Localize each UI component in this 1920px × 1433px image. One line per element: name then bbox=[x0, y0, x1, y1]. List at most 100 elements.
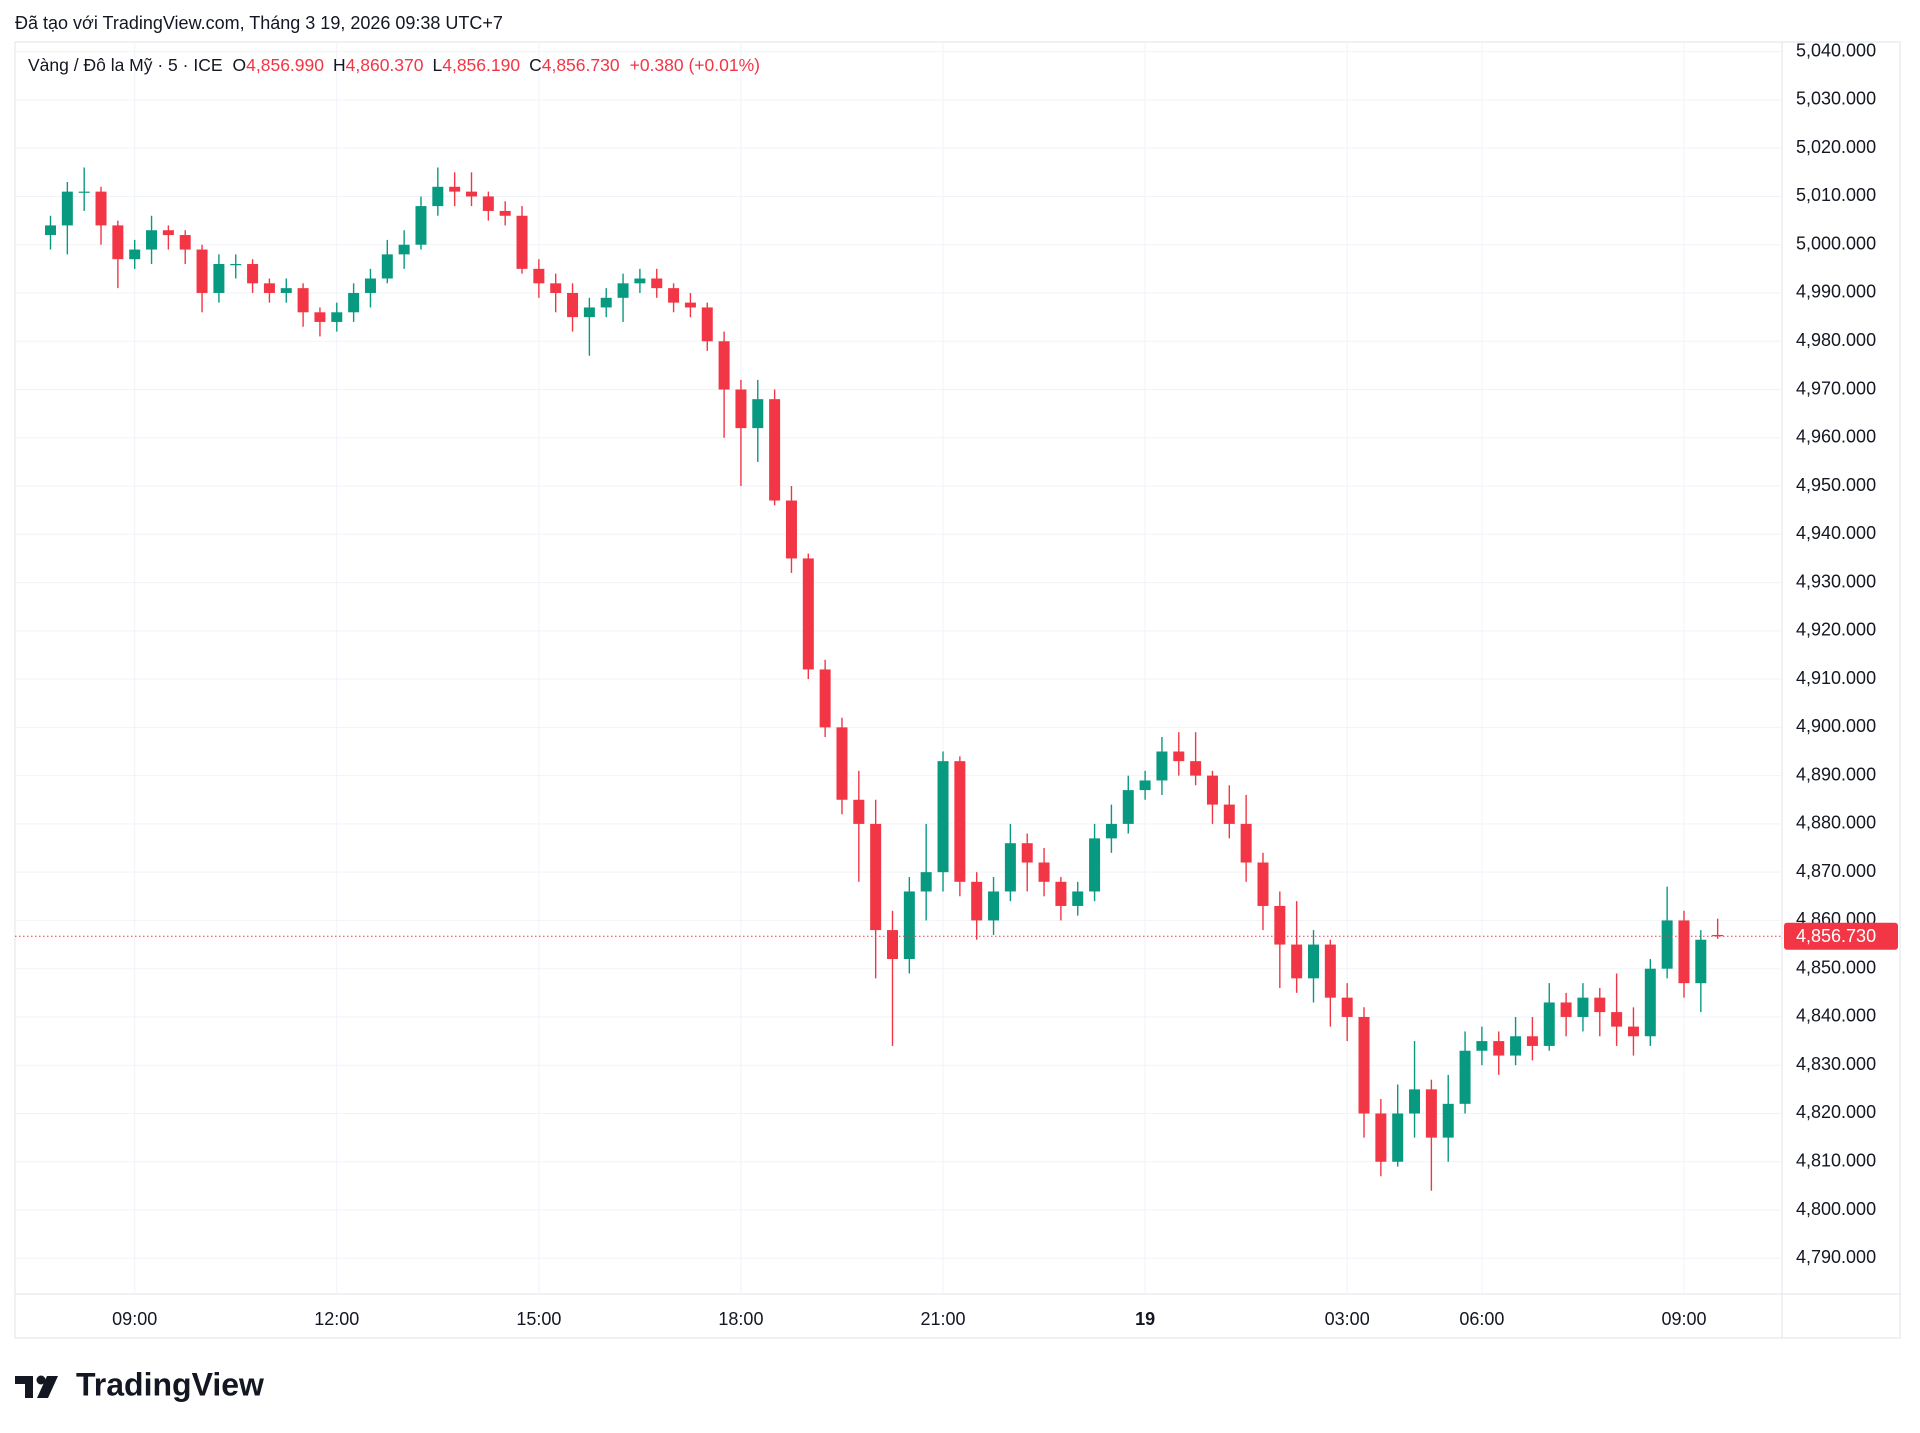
candle-body bbox=[162, 230, 174, 236]
legend: Vàng / Đô la Mỹ · 5 · ICE O4,856.990 H4,86… bbox=[28, 55, 760, 75]
candle-body bbox=[802, 558, 814, 670]
candle-body bbox=[617, 283, 629, 298]
candle-body bbox=[1476, 1041, 1488, 1051]
y-tick-label: 4,890.000 bbox=[1796, 764, 1876, 784]
candle-body bbox=[1560, 1002, 1572, 1017]
candle-body bbox=[432, 186, 444, 207]
last-price-box bbox=[1784, 922, 1898, 950]
candles bbox=[15, 167, 1782, 1191]
candle-body bbox=[988, 891, 1000, 921]
y-tick-label: 4,920.000 bbox=[1796, 620, 1876, 640]
y-tick-label: 5,010.000 bbox=[1796, 185, 1876, 205]
candle-body bbox=[1324, 944, 1336, 998]
candle-body bbox=[1308, 944, 1319, 979]
candle-body bbox=[1510, 1036, 1522, 1056]
candle-body bbox=[735, 389, 747, 429]
y-tick-label: 4,840.000 bbox=[1796, 1006, 1876, 1026]
y-tick-label: 4,930.000 bbox=[1796, 571, 1876, 591]
candle-body bbox=[1425, 1089, 1437, 1138]
y-tick-label: 4,980.000 bbox=[1796, 330, 1876, 350]
y-tick-label: 5,040.000 bbox=[1796, 40, 1876, 60]
grid bbox=[15, 42, 1782, 1294]
y-tick-label: 4,880.000 bbox=[1796, 813, 1876, 833]
candle-body bbox=[449, 186, 461, 192]
y-tick-label: 4,870.000 bbox=[1796, 861, 1876, 881]
legend-value: 4,856.990 bbox=[246, 55, 324, 75]
legend-key: H bbox=[333, 55, 346, 75]
candle-body bbox=[819, 669, 831, 728]
legend-value: 4,860.370 bbox=[346, 55, 424, 75]
x-tick-label: 15:00 bbox=[516, 1309, 561, 1329]
labels: 4,790.000 4,800.000 4,810.000 4,820.000 4,83… bbox=[112, 40, 1898, 1329]
candle-body bbox=[533, 268, 545, 284]
x-tick-label: 06:00 bbox=[1459, 1309, 1504, 1329]
legend-value: 4,856.190 bbox=[442, 55, 520, 75]
y-tick-label: 4,820.000 bbox=[1796, 1102, 1876, 1122]
legend-change: +0.380 (+0.01%) bbox=[630, 55, 760, 75]
x-tick-label: 12:00 bbox=[314, 1309, 359, 1329]
candle-body bbox=[1291, 944, 1303, 979]
candle-body bbox=[567, 292, 579, 318]
candle-body bbox=[112, 225, 124, 260]
candle-body bbox=[718, 341, 730, 390]
y-tick-label: 5,020.000 bbox=[1796, 137, 1876, 157]
x-tick-label: 19 bbox=[1135, 1309, 1155, 1329]
candle-body bbox=[870, 823, 882, 931]
candle-body bbox=[887, 930, 898, 960]
candle-body bbox=[1409, 1089, 1421, 1114]
candle-body bbox=[1375, 1113, 1387, 1162]
candle-body bbox=[971, 881, 983, 921]
candle-body bbox=[1004, 843, 1016, 892]
candle-body bbox=[1038, 862, 1050, 882]
y-tick-label: 4,940.000 bbox=[1796, 523, 1876, 543]
header: Đã tạo với TradingView.com, Tháng 3 19, … bbox=[15, 13, 503, 33]
candle-body bbox=[1206, 775, 1218, 805]
candle-body bbox=[920, 872, 932, 892]
candle-body bbox=[954, 761, 966, 882]
candle-body bbox=[1341, 997, 1353, 1017]
logo-slash bbox=[37, 1376, 58, 1398]
legend-value: 4,856.730 bbox=[542, 55, 620, 75]
candle-body bbox=[1661, 920, 1673, 969]
candle-body bbox=[1139, 780, 1151, 791]
candle-body bbox=[550, 283, 562, 293]
x-tick-label: 18:00 bbox=[718, 1309, 763, 1329]
candle-body bbox=[634, 278, 646, 284]
candle-body bbox=[1712, 934, 1724, 937]
y-tick-label: 4,830.000 bbox=[1796, 1054, 1876, 1074]
legend-title: Vàng / Đô la Mỹ · 5 · ICE bbox=[28, 55, 223, 75]
candle-body bbox=[1240, 823, 1252, 863]
candle-body bbox=[1055, 881, 1067, 906]
x-tick-label: 09:00 bbox=[112, 1309, 157, 1329]
candle-body bbox=[129, 249, 141, 260]
candle-body bbox=[668, 288, 680, 303]
candle-body bbox=[1493, 1041, 1505, 1056]
candle-body bbox=[230, 264, 242, 266]
candle-body bbox=[684, 302, 696, 308]
last-price-label: 4,856.730 bbox=[1796, 926, 1876, 946]
candle-body bbox=[1173, 751, 1185, 762]
x-tick-label: 03:00 bbox=[1325, 1309, 1370, 1329]
candle-body bbox=[196, 249, 208, 293]
candle-body bbox=[1089, 838, 1101, 892]
candle-body bbox=[331, 312, 343, 322]
candle-body bbox=[297, 288, 309, 313]
candle-body bbox=[600, 297, 612, 308]
candle-body bbox=[583, 307, 595, 318]
candle-body bbox=[1021, 843, 1033, 863]
candle-body bbox=[61, 191, 73, 226]
candle-body bbox=[499, 210, 511, 216]
logo-mark bbox=[15, 1376, 33, 1398]
candle-body bbox=[785, 500, 797, 559]
x-tick-label: 21:00 bbox=[920, 1309, 965, 1329]
candle-body bbox=[1526, 1036, 1538, 1046]
logo-dot bbox=[36, 1375, 46, 1385]
candle-body bbox=[1358, 1016, 1370, 1114]
candle-body bbox=[1459, 1050, 1471, 1104]
chart-frame bbox=[14, 41, 1901, 1339]
candle-body bbox=[179, 235, 191, 250]
candle-body bbox=[364, 278, 376, 293]
candle-body bbox=[348, 292, 360, 313]
